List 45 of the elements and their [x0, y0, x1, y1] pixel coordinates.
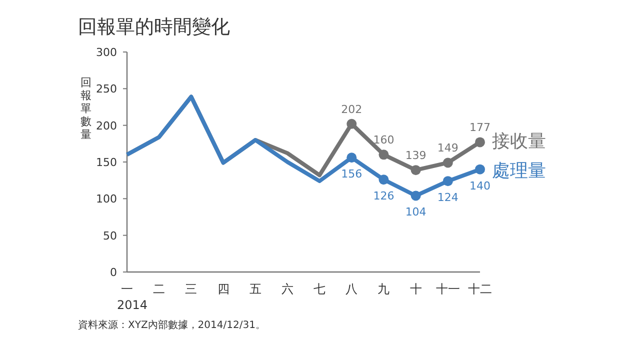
series-label: 處理量 [492, 160, 546, 182]
point [410, 165, 421, 176]
x-tick-label: 一 [121, 282, 133, 296]
point [378, 174, 389, 185]
y-tick-label: 150 [96, 156, 117, 169]
point [378, 150, 389, 160]
x-tick-label: 八 [346, 282, 358, 296]
text: 2014 [117, 298, 148, 312]
chart-title: 回報單的時間變化 [78, 16, 230, 38]
y-tick-label: 0 [110, 266, 117, 279]
point [475, 164, 485, 174]
x-tick-label: 七 [314, 282, 326, 296]
point [442, 158, 453, 168]
y-axis-title: 回報單數量 [80, 76, 92, 141]
data-label: 139 [405, 149, 426, 162]
x-tick-label: 十二 [468, 282, 492, 296]
source-note: 資料來源：XYZ內部數據，2014/12/31。 [78, 319, 266, 331]
data-label: 140 [470, 179, 490, 192]
data-label: 160 [373, 134, 394, 147]
point [442, 176, 453, 186]
x-tick-label: 三 [185, 282, 198, 296]
x-tick-label: 四 [217, 282, 230, 296]
data-label: 126 [373, 190, 394, 203]
point [346, 118, 357, 129]
y-tick-label: 50 [103, 229, 117, 242]
series-label: 接收量 [492, 131, 546, 152]
y-tick-label: 200 [96, 119, 117, 132]
data-label: 104 [405, 206, 426, 219]
y-tick-label: 100 [96, 192, 117, 206]
x-tick-label: 五 [249, 282, 262, 296]
point [346, 152, 357, 163]
point [475, 137, 485, 148]
y-tick-label: 250 [96, 82, 117, 96]
x-tick-label: 十一 [436, 282, 460, 296]
x-tick-label: 六 [281, 282, 294, 296]
x-tick-label: 九 [378, 282, 390, 296]
data-label: 156 [341, 168, 362, 181]
x-tick-label: 二 [153, 282, 166, 296]
data-label: 202 [341, 102, 362, 116]
data-label: 124 [437, 191, 458, 204]
y-tick-label: 300 [96, 46, 117, 59]
data-label: 177 [470, 121, 490, 134]
data-label: 149 [437, 142, 458, 155]
x-tick-label: 十 [410, 282, 422, 296]
point [410, 190, 421, 201]
